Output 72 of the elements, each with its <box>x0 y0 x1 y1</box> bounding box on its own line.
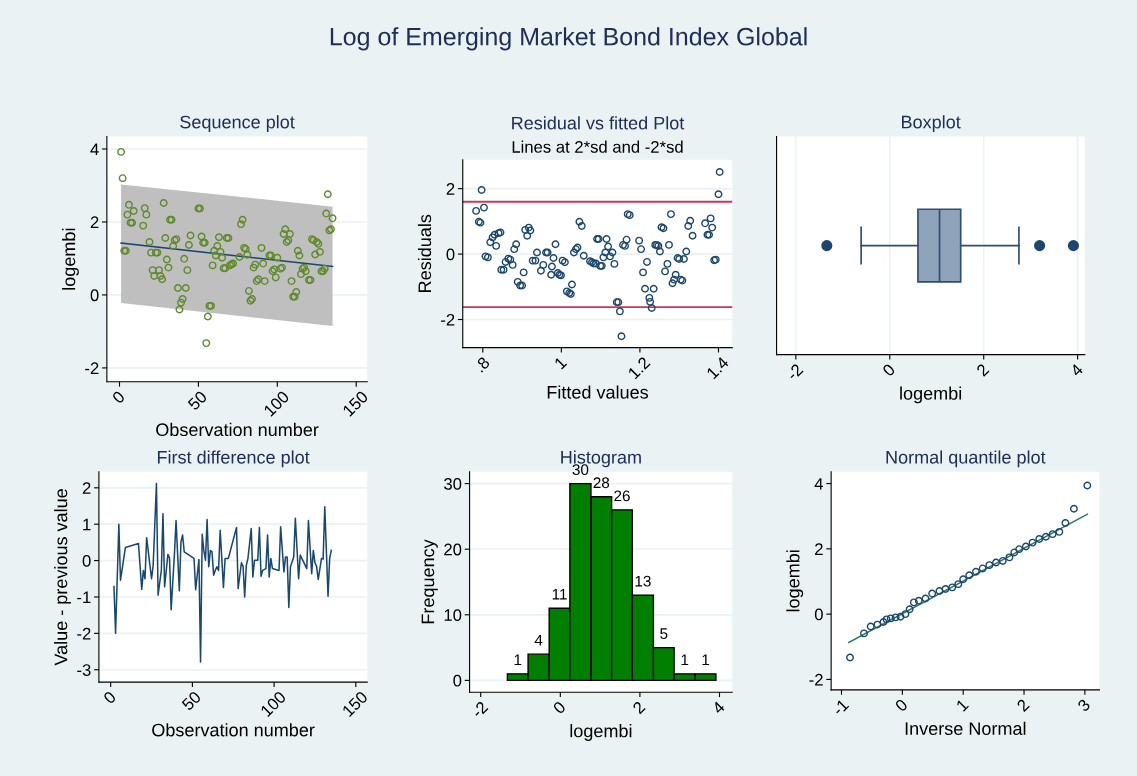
x-axis-title: logembi <box>570 724 632 741</box>
x-axis-title: Fitted values <box>547 385 649 399</box>
x-tick-label: 100 <box>259 690 287 718</box>
x-tick-label: -2 <box>470 700 489 719</box>
y-tick-label: 2 <box>90 216 99 228</box>
y-tick-label: 2 <box>82 482 91 494</box>
chart-title: Normal quantile plot <box>886 450 1046 468</box>
y-tick-label: 0 <box>446 248 455 261</box>
y-tick-label: 20 <box>444 543 462 556</box>
y-tick-label: 10 <box>444 609 462 621</box>
y-tick-label: -2 <box>441 313 455 326</box>
x-tick-label: 150 <box>342 390 369 417</box>
x-tick-label: 150 <box>341 690 369 718</box>
x-tick-label: 1 <box>553 356 568 370</box>
y-axis-title: Value - previous value <box>54 489 71 666</box>
x-tick-label: 4 <box>1069 363 1084 378</box>
x-tick-label: 3 <box>1076 698 1091 713</box>
x-tick-label: 1.2 <box>627 356 651 380</box>
x-tick-label: 4 <box>711 700 726 715</box>
x-axis-title: Observation number <box>156 422 319 437</box>
y-axis-title: logembi <box>62 228 79 290</box>
y-tick-label: 1 <box>83 518 91 531</box>
x-tick-label: 2 <box>975 363 990 377</box>
x-tick-label: 0 <box>111 390 126 405</box>
chart-title: Residual vs fitted Plot <box>512 116 685 130</box>
chart-title: First difference plot <box>157 450 310 468</box>
data-label: 4 <box>534 634 543 646</box>
y-tick-label: 2 <box>446 183 455 195</box>
x-tick-label: 0 <box>881 363 896 378</box>
data-label: 28 <box>593 477 610 489</box>
y-tick-label: 0 <box>90 289 99 302</box>
x-tick-label: -2 <box>785 363 804 381</box>
x-axis-title: logembi <box>900 386 962 404</box>
y-tick-label: -3 <box>77 664 91 676</box>
y-tick-label: 4 <box>90 143 99 156</box>
y-tick-label: -2 <box>809 673 823 686</box>
x-tick-label: 50 <box>181 690 202 712</box>
data-label: 13 <box>635 575 651 587</box>
y-tick-label: -2 <box>77 627 91 640</box>
x-tick-label: 0 <box>894 698 909 713</box>
x-axis-title: Inverse Normal <box>905 721 1026 736</box>
x-tick-label: 2 <box>632 700 646 715</box>
y-tick-label: -1 <box>77 591 91 604</box>
data-label: 5 <box>660 628 668 640</box>
y-axis-title: Frequency <box>421 539 438 624</box>
data-label: 1 <box>702 654 710 666</box>
x-tick-label: 0 <box>102 690 117 705</box>
x-tick-label: .8 <box>473 356 491 373</box>
data-label: 1 <box>681 654 689 666</box>
x-axis-title: Observation number <box>152 723 315 737</box>
y-axis-title: Residuals <box>417 214 432 292</box>
y-tick-label: 0 <box>814 608 823 621</box>
data-label: 11 <box>552 589 567 600</box>
y-tick-label: 0 <box>82 554 91 567</box>
x-tick-label: 2 <box>1016 698 1030 712</box>
x-tick-label: 1.4 <box>706 356 730 380</box>
chart-title: Sequence plot <box>180 115 295 132</box>
x-tick-label: 100 <box>263 390 290 417</box>
x-tick-label: 0 <box>552 700 567 715</box>
y-axis-title: logembi <box>786 550 804 612</box>
y-tick-label: 4 <box>814 478 824 490</box>
y-tick-label: 0 <box>453 674 462 687</box>
data-label: 1 <box>514 654 522 666</box>
y-tick-label: 30 <box>444 478 462 490</box>
x-tick-label: -1 <box>831 698 850 716</box>
chart-title: Boxplot <box>902 115 961 132</box>
y-tick-label: 2 <box>815 543 823 555</box>
text: Log of Emerging Market Bond Index Global <box>330 27 807 51</box>
x-tick-label: 1 <box>955 698 969 712</box>
x-tick-label: 50 <box>187 390 208 411</box>
data-label: 26 <box>614 490 630 502</box>
chart-subtitle: Lines at 2*sd and -2*sd <box>512 140 683 153</box>
